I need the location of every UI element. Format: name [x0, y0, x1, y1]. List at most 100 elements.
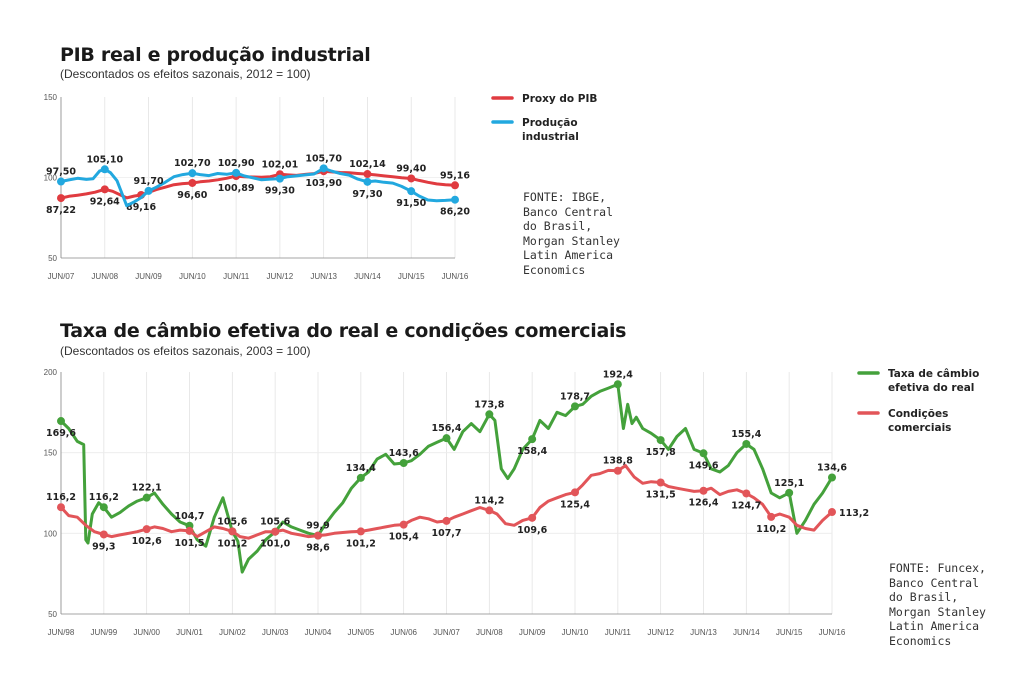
chart1-series2-point — [451, 195, 459, 204]
chart2-series1-data-label: 105,6 — [217, 516, 247, 527]
chart1-series2-data-label: 91,70 — [134, 176, 164, 187]
chart1-series1-point — [363, 170, 372, 179]
chart2-series1-point — [571, 402, 579, 411]
chart1-xtick-label: JUN/15 — [398, 272, 425, 281]
chart2-xtick-label: JUN/98 — [48, 628, 75, 637]
chart1-xtick-label: JUN/07 — [48, 272, 75, 281]
chart2-series2-data-label: 101,5 — [174, 538, 204, 549]
chart1-xtick-label: JUN/13 — [310, 272, 337, 281]
chart1-series2-data-label: 99,30 — [265, 186, 295, 197]
chart2-series1-point — [528, 435, 537, 444]
chart2-series1-data-label: 125,1 — [774, 478, 804, 489]
chart2-xtick-label: JUN/12 — [647, 628, 674, 637]
chart2-xtick-label: JUN/00 — [133, 628, 160, 637]
chart2-series2-data-label: 107,7 — [431, 528, 461, 539]
chart2-xtick-label: JUN/07 — [433, 628, 460, 637]
chart1-xtick-label: JUN/14 — [354, 272, 381, 281]
chart2-xtick-label: JUN/14 — [733, 628, 760, 637]
chart2-series1-data-label: 149,6 — [688, 460, 718, 471]
chart1-xtick-label: JUN/10 — [179, 272, 206, 281]
chart2-series2-data-label: 98,6 — [306, 543, 330, 554]
chart2-series2-point — [399, 520, 408, 529]
chart1-series2-point — [144, 186, 153, 195]
chart1-series1-data-label: 103,90 — [305, 178, 342, 189]
chart2-xtick-label: JUN/99 — [90, 628, 117, 637]
chart1-source: FONTE: IBGE, Banco Central do Brasil, Mo… — [523, 190, 620, 277]
chart2-xtick-label: JUN/13 — [690, 628, 717, 637]
chart1-series2-point — [275, 174, 284, 183]
chart1-series1-point — [100, 185, 109, 194]
chart1-xtick-label: JUN/12 — [267, 272, 294, 281]
chart2-series1-point — [485, 410, 494, 419]
chart1-series1-data-label: 92,64 — [90, 196, 120, 207]
chart2-ytick-label: 50 — [48, 610, 57, 619]
chart1-series1-legend-label: Proxy do PIB — [522, 93, 597, 105]
chart2-series1-data-label: 99,9 — [306, 521, 329, 532]
chart2-series1-point — [442, 434, 451, 443]
chart2-series1-point — [699, 449, 708, 458]
chart1-series2-point — [232, 168, 241, 177]
chart2-xtick-label: JUN/04 — [305, 628, 332, 637]
chart2-series2-data-label: 109,6 — [517, 525, 547, 536]
chart2-xtick-label: JUN/01 — [176, 628, 203, 637]
chart1-series1-data-label: 87,22 — [46, 205, 76, 216]
chart1-series1-data-label: 102,01 — [262, 159, 299, 170]
chart2-series2-point — [699, 486, 708, 495]
chart2-series2-data-label: 101,0 — [260, 539, 290, 550]
chart1-series2-point — [100, 165, 109, 174]
chart2-series1-point — [828, 473, 836, 482]
chart2-series2-point — [99, 530, 108, 539]
chart2-subtitle: (Descontados os efeitos sazonais, 2003 =… — [60, 344, 311, 358]
chart1-series2-point — [188, 169, 197, 178]
chart2-series1-data-label: 169,6 — [46, 428, 76, 439]
chart1-xtick-label: JUN/08 — [91, 272, 118, 281]
chart2-xtick-label: JUN/03 — [262, 628, 289, 637]
chart2-title: Taxa de câmbio efetiva do real e condiçõ… — [60, 320, 627, 342]
chart2-series2-point — [185, 526, 194, 535]
chart2-series2-data-label: 101,2 — [217, 538, 247, 549]
chart2-series1-data-label: 134,4 — [346, 463, 376, 474]
chart2-series1-line — [59, 382, 834, 574]
chart1-series2-data-label: 86,20 — [440, 207, 470, 218]
chart1-ytick-label: 50 — [48, 254, 57, 263]
chart1-series1-data-label: 89,16 — [126, 202, 156, 213]
chart2-series1-data-label: 192,4 — [603, 369, 633, 380]
chart2-series2-point — [613, 466, 622, 475]
chart2-series2-data-label: 138,8 — [603, 456, 633, 467]
chart2-xtick-label: JUN/10 — [562, 628, 589, 637]
chart2-series2-data-label: 113,2 — [839, 508, 869, 519]
chart2-series2-point — [228, 527, 237, 536]
chart2-xtick-label: JUN/09 — [519, 628, 546, 637]
chart2-ytick-label: 150 — [44, 449, 58, 458]
chart2-series1-data-label: 158,4 — [517, 446, 547, 457]
chart2-series1-data-label: 104,7 — [174, 511, 204, 522]
chart2-series2-point — [528, 513, 537, 522]
chart2-ytick-label: 100 — [44, 529, 58, 538]
chart1-series2-data-label: 97,30 — [352, 189, 382, 200]
chart1-series2-data-label: 91,50 — [396, 198, 426, 209]
chart2-series1-data-label: 156,4 — [431, 423, 461, 434]
chart2-xtick-label: JUN/16 — [819, 628, 846, 637]
chart2-series2-data-label: 126,4 — [688, 498, 718, 509]
chart2-series1-data-label: 157,8 — [646, 447, 676, 458]
chart2-series1-data-label: 105,6 — [260, 517, 290, 528]
chart2-series1-data-label: 116,2 — [89, 492, 119, 503]
chart2-xtick-label: JUN/06 — [390, 628, 417, 637]
chart2-series2-data-label: 125,4 — [560, 499, 590, 510]
chart2-series2-point — [485, 506, 494, 515]
chart2-series2-point — [742, 489, 751, 498]
chart2-series2-point — [356, 527, 365, 536]
chart1-series1-point — [451, 181, 459, 190]
chart1-series1-data-label: 99,40 — [396, 163, 426, 174]
chart1-series2-data-label: 105,10 — [86, 154, 123, 165]
chart2-series1-point — [613, 380, 622, 389]
chart1-series1-point — [188, 178, 197, 187]
chart2-xtick-label: JUN/15 — [776, 628, 803, 637]
chart1-series2-data-label: 102,90 — [218, 158, 255, 169]
chart2-series2-legend-label: Condições comerciais — [888, 408, 951, 434]
chart1-series1-point — [407, 174, 416, 183]
chart2-series2-point — [442, 516, 451, 525]
chart2-series2-point — [767, 512, 776, 521]
chart2-series1-point — [656, 436, 665, 445]
